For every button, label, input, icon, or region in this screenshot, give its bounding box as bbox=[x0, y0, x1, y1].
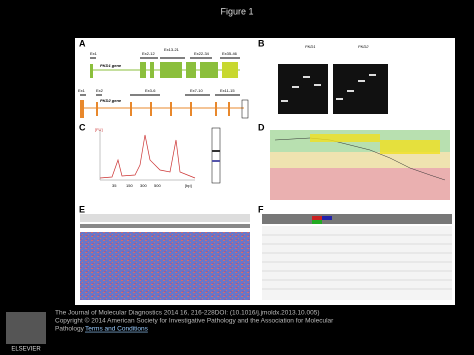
panel-label: C bbox=[79, 122, 86, 132]
copyright: Copyright © 2014 American Society for In… bbox=[55, 317, 334, 325]
x-tick: 500 bbox=[154, 183, 161, 188]
panel-label: D bbox=[258, 122, 265, 132]
group-label: PKD1 bbox=[305, 44, 315, 49]
gene-label: PKD2 gene bbox=[100, 98, 122, 103]
publisher-logo bbox=[6, 312, 46, 344]
pkd2-diagram bbox=[80, 94, 249, 119]
exon-label: Ex13-21 bbox=[164, 47, 180, 52]
exon-label: Ex1 bbox=[78, 88, 86, 93]
gel-image bbox=[278, 64, 388, 114]
exon-label: Ex2 bbox=[96, 88, 104, 93]
alignment-view bbox=[80, 214, 250, 300]
y-unit: [FU] bbox=[95, 127, 103, 132]
exon-label: Ex2-12 bbox=[142, 51, 155, 56]
panel-label: A bbox=[79, 38, 86, 48]
exon-label: Ex22-34 bbox=[194, 51, 210, 56]
exon-label: Ex35-46 bbox=[222, 51, 238, 56]
panel-label: F bbox=[258, 204, 264, 214]
panel-label: B bbox=[258, 38, 265, 48]
copyright-cont: Pathology bbox=[55, 326, 85, 333]
group-label: PKD2 bbox=[358, 44, 369, 49]
electropherogram bbox=[99, 127, 221, 184]
gene-label: PKD1 gene bbox=[100, 63, 122, 68]
x-unit: [bp] bbox=[185, 183, 192, 188]
figure-title: Figure 1 bbox=[220, 6, 253, 16]
x-tick: 300 bbox=[140, 183, 147, 188]
x-tick: 35 bbox=[112, 183, 117, 188]
exon-label: Ex3-6 bbox=[145, 88, 156, 93]
terms-link[interactable]: Terms and Conditions bbox=[85, 326, 149, 333]
exon-label: Ex7-10 bbox=[190, 88, 203, 93]
pkd1-diagram bbox=[90, 57, 240, 78]
citation: The Journal of Molecular Diagnostics 201… bbox=[55, 310, 320, 317]
panel-label: E bbox=[79, 204, 85, 214]
exon-label: Ex11-15 bbox=[220, 88, 235, 93]
quality-plot bbox=[270, 130, 450, 200]
publisher: ELSEVIER bbox=[11, 347, 41, 353]
x-tick: 150 bbox=[126, 183, 133, 188]
exon-label: Ex1 bbox=[90, 51, 98, 56]
variant-table bbox=[262, 214, 452, 300]
